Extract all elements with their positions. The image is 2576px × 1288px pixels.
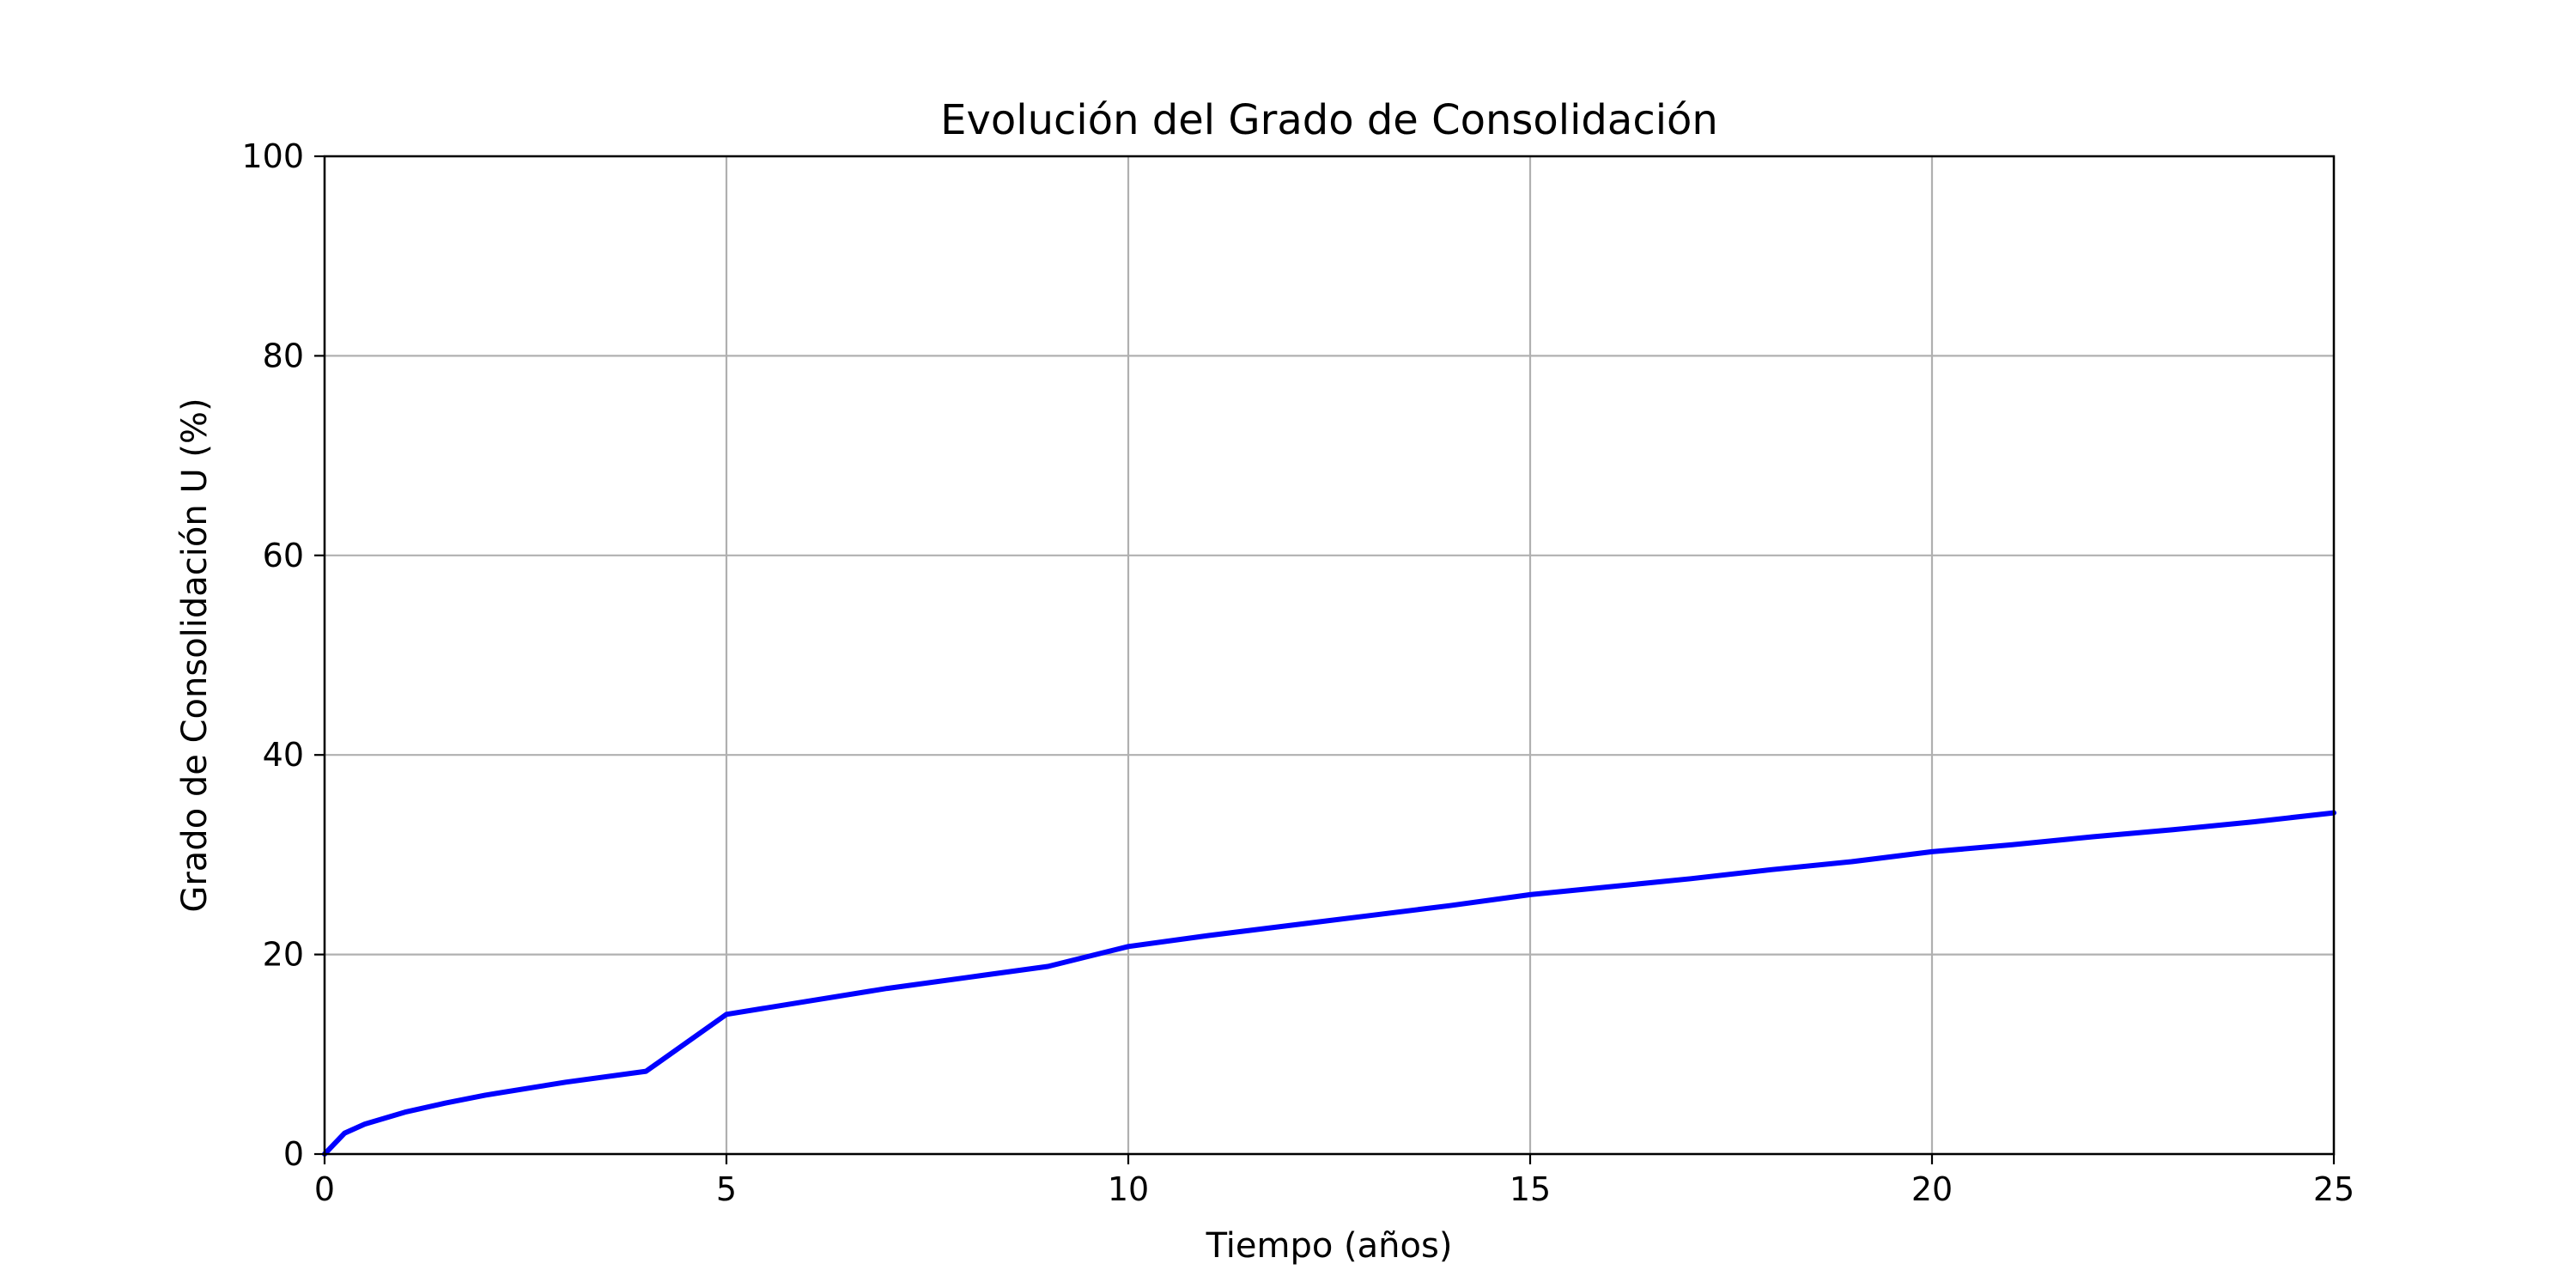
- chart-title: Evolución del Grado de Consolidación: [940, 96, 1718, 144]
- series-layer: [322, 810, 2336, 1157]
- y-axis-title: Grado de Consolidación U (%): [175, 398, 215, 912]
- x-tick-label: 10: [1108, 1170, 1149, 1208]
- x-tick-label: 5: [716, 1170, 737, 1208]
- plot-frame: [323, 155, 2336, 1156]
- y-tick-label: 40: [263, 736, 304, 774]
- y-tick-label: 20: [263, 936, 304, 974]
- tick-layer: 0 5 10 15 20 25 0 20 40 60 80 100: [241, 137, 2354, 1208]
- x-tick-label: 15: [1510, 1170, 1551, 1208]
- grid-layer: [323, 155, 2336, 1156]
- series-line: [322, 810, 2336, 1157]
- y-tick-label: 80: [263, 337, 304, 374]
- x-tick-label: 20: [1911, 1170, 1953, 1208]
- y-tick-label: 60: [263, 537, 304, 574]
- x-tick-label: 0: [314, 1170, 335, 1208]
- x-tick-label: 25: [2313, 1170, 2354, 1208]
- y-tick-label: 100: [241, 137, 304, 175]
- x-axis-title: Tiempo (años): [1206, 1226, 1453, 1266]
- y-tick-label: 0: [283, 1135, 304, 1173]
